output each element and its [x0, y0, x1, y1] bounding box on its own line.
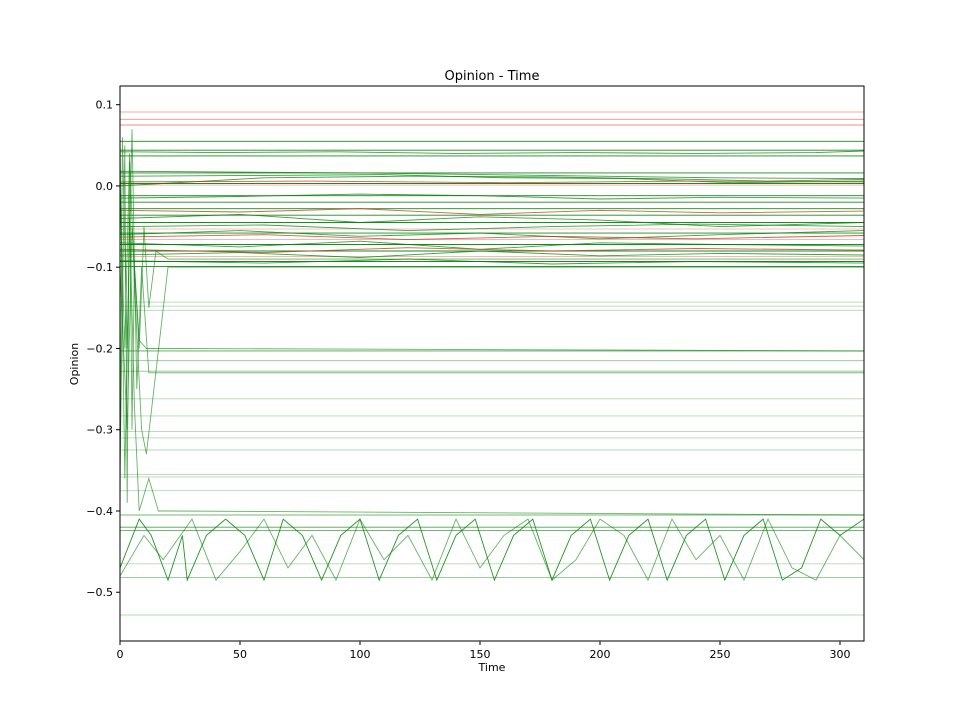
y-tick-label-5: −0.4 [86, 505, 113, 518]
series-line-62 [120, 226, 864, 430]
y-tick-label-1: 0.0 [96, 180, 114, 193]
series-line-48 [120, 230, 864, 240]
x-axis-label: Time [478, 661, 506, 674]
y-tick-label-4: −0.3 [86, 424, 113, 437]
x-tick-label-5: 250 [710, 648, 731, 661]
series-line-44 [120, 174, 864, 184]
x-axis: 0 50 100 150 200 250 300 [117, 641, 851, 661]
y-tick-label-2: −0.1 [86, 261, 113, 274]
x-tick-label-2: 100 [350, 648, 371, 661]
series-line-59 [120, 145, 864, 503]
series-line-58 [120, 517, 864, 582]
series-line-63 [120, 153, 864, 455]
chart-title: Opinion - Time [445, 69, 540, 84]
series-line-53 [120, 208, 864, 215]
x-tick-label-1: 50 [233, 648, 247, 661]
series-line-50 [120, 250, 864, 258]
series-line-45 [120, 150, 864, 154]
series-line-55 [120, 234, 864, 241]
y-tick-label-0: 0.1 [96, 99, 114, 112]
x-tick-label-6: 300 [830, 648, 851, 661]
y-axis-label: Opinion [68, 343, 81, 385]
series-line-52 [120, 258, 864, 265]
series-layer [120, 111, 864, 616]
series-line-43 [120, 170, 864, 180]
series-line-54 [120, 247, 864, 254]
series-line-60 [120, 129, 864, 512]
series-line-51 [120, 223, 864, 232]
series-line-61 [120, 141, 864, 516]
y-tick-label-3: −0.2 [86, 342, 113, 355]
series-line-46 [120, 193, 864, 200]
y-axis: 0.1 0.0 −0.1 −0.2 −0.3 −0.4 −0.5 [86, 99, 120, 599]
series-line-57 [120, 518, 864, 582]
x-tick-label-0: 0 [117, 648, 124, 661]
y-tick-label-6: −0.5 [86, 586, 113, 599]
x-tick-label-4: 200 [590, 648, 611, 661]
x-tick-label-3: 150 [470, 648, 491, 661]
plot-frame [119, 85, 865, 642]
series-line-56 [120, 180, 864, 184]
series-line-49 [120, 240, 864, 250]
series-line-47 [120, 213, 864, 228]
